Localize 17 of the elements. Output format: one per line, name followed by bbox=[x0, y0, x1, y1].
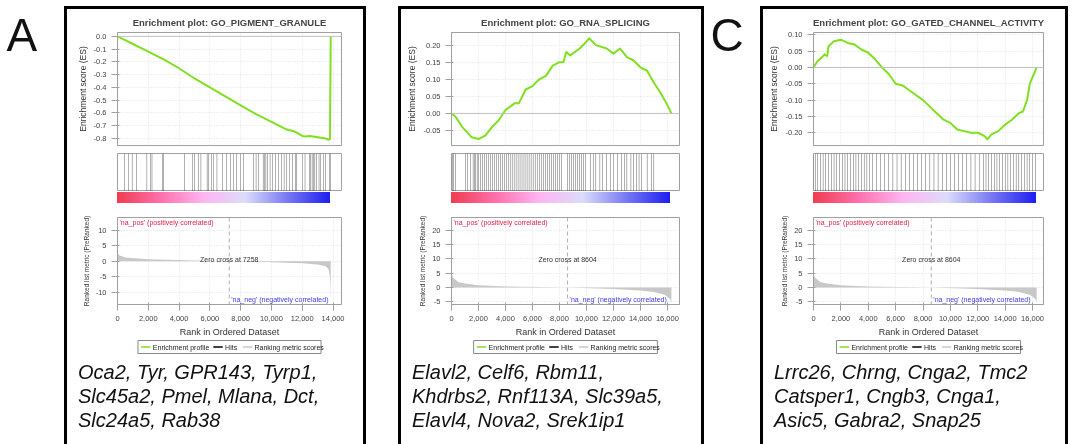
text: Lrrc26, Chrng, Cnga2, Tmc2 Catsper1, Cngb3, Cnga1, Asic5, Gabra2, Snap25 bbox=[774, 360, 1028, 432]
text: C bbox=[710, 8, 744, 61]
chart-title: Enrichment plot: GO_PIGMENT_GRANULE bbox=[132, 16, 327, 28]
text: Oca2, Tyr, GPR143, Tyrp1, Slc45a2, Pmel, Mlana, Dct, Slc24a5, Rab38 bbox=[78, 360, 320, 432]
chart-title: Enrichment plot: GO_RNA_SPLICING bbox=[481, 16, 650, 28]
line-series bbox=[451, 37, 673, 141]
chart-title: Enrichment plot: GO_GATED_CHANNEL_ACTIVITY bbox=[813, 16, 1045, 28]
x-axis-title: Rank in Ordered Dataset bbox=[515, 326, 616, 337]
x-axis-title: Rank in Ordered Dataset bbox=[878, 326, 979, 337]
text: A bbox=[6, 8, 38, 61]
line-series bbox=[813, 38, 1038, 141]
line-series bbox=[117, 35, 332, 141]
y-axis-title: Enrichment score (ES) bbox=[77, 46, 88, 132]
x-axis-title: Rank in Ordered Dataset bbox=[179, 326, 280, 337]
y-axis-title: Enrichment score (ES) bbox=[407, 46, 418, 132]
text: Elavl2, Celf6, Rbm11, Khdrbs2, Rnf113A, Slc39a5, Elavl4, Nova2, Srek1ip1 bbox=[412, 360, 663, 432]
y-axis-title: Enrichment score (ES) bbox=[769, 46, 780, 132]
